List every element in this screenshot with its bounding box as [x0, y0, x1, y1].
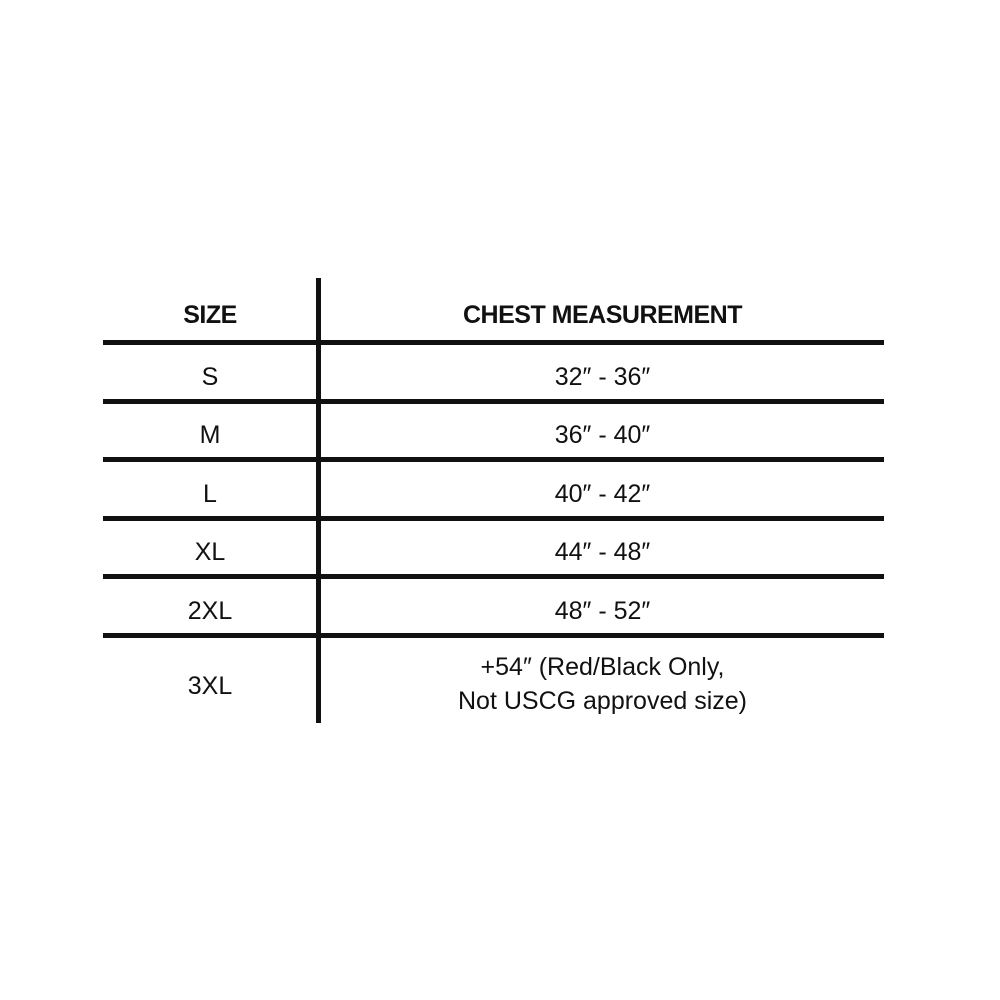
row-divider	[103, 340, 884, 345]
chest-cell-line2: Not USCG approved size)	[457, 687, 747, 715]
size-cell: S	[201, 363, 219, 391]
chest-cell: 48″ - 52″	[554, 597, 651, 625]
header-chest-measurement: CHEST MEASUREMENT	[462, 301, 743, 329]
header-size: SIZE	[183, 301, 237, 329]
column-divider	[316, 278, 321, 723]
size-cell: XL	[194, 538, 226, 566]
chest-cell: 32″ - 36″	[554, 363, 651, 391]
row-divider	[103, 633, 884, 638]
row-divider	[103, 399, 884, 404]
size-cell: M	[199, 421, 221, 449]
row-divider	[103, 516, 884, 521]
row-divider	[103, 574, 884, 579]
size-cell: L	[203, 480, 217, 508]
row-divider	[103, 457, 884, 462]
chest-cell: 44″ - 48″	[554, 538, 651, 566]
chest-cell: 36″ - 40″	[554, 421, 651, 449]
size-cell: 3XL	[187, 672, 233, 700]
chest-cell-line1: +54″ (Red/Black Only,	[480, 653, 725, 681]
size-cell: 2XL	[187, 597, 233, 625]
chest-cell: 40″ - 42″	[554, 480, 651, 508]
